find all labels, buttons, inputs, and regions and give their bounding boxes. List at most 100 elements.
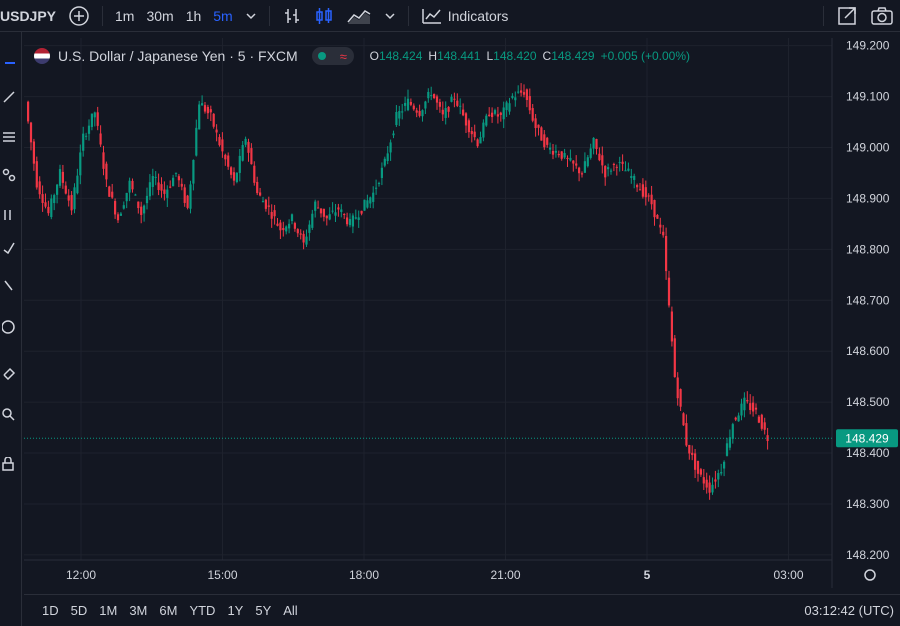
candle-body [331, 210, 334, 212]
candle-body [638, 189, 642, 191]
fib-icon[interactable] [2, 130, 16, 144]
candle-body [221, 139, 224, 152]
candle-body [137, 201, 140, 209]
range-5y-button[interactable]: 5Y [255, 603, 272, 618]
candle-body [525, 89, 528, 101]
candle-body [288, 223, 291, 229]
chart-type-dropdown-button[interactable] [378, 0, 402, 32]
candle-body [441, 109, 444, 115]
lock-icon[interactable] [2, 457, 16, 471]
candle-body [270, 211, 273, 219]
candle-body [572, 160, 575, 164]
candle-body [546, 137, 549, 145]
interval-30m-button[interactable]: 30m [146, 7, 174, 24]
candle-body [192, 159, 195, 184]
candle-body [644, 187, 647, 198]
candle-body [195, 127, 198, 156]
candle-body [35, 161, 38, 188]
fullscreen-open-button[interactable] [830, 0, 864, 32]
interval-dropdown-button[interactable] [239, 0, 263, 32]
candle-body [108, 186, 111, 197]
pattern-icon[interactable] [2, 208, 16, 222]
bar-style-button[interactable] [276, 0, 308, 32]
candle-body [528, 96, 531, 111]
bottom-toolbar: 1D 5D 1M 3M 6M YTD 1Y 5Y All 03:12:42 (U… [24, 594, 900, 626]
camera-icon [871, 6, 893, 25]
range-1y-button[interactable]: 1Y [227, 603, 244, 618]
trendline-icon[interactable] [2, 90, 16, 104]
candle-body [346, 217, 349, 225]
candle-body [134, 194, 137, 196]
chart-legend: U.S. Dollar / Japanese Yen · 5 · FXCM ≈ … [34, 47, 690, 65]
candle-body [624, 170, 627, 172]
x-tick-label: 5 [644, 568, 651, 582]
interval-5m-button[interactable]: 5m [213, 7, 233, 24]
open-value: 148.424 [379, 49, 423, 63]
prediction-icon[interactable] [2, 240, 16, 254]
range-3m-button[interactable]: 3M [129, 603, 148, 618]
close-value: 148.429 [551, 49, 595, 63]
range-5d-button[interactable]: 5D [70, 603, 88, 618]
y-tick-label: 148.500 [846, 395, 890, 409]
candle-body [169, 186, 172, 188]
high-value: 148.441 [437, 49, 481, 63]
candle-body [143, 205, 146, 214]
range-1m-button[interactable]: 1M [99, 603, 118, 618]
candle-body [433, 94, 436, 99]
candle-body [215, 129, 218, 133]
candle-body [694, 453, 697, 470]
candle-body [256, 181, 259, 194]
close-key: C [542, 49, 552, 63]
emoji-icon[interactable] [2, 319, 18, 335]
y-tick-label: 148.800 [846, 242, 890, 256]
candles-style-button[interactable] [308, 0, 340, 32]
candle-body [273, 210, 276, 217]
interval-1m-button[interactable]: 1m [115, 7, 135, 24]
candle-body [511, 95, 514, 98]
range-ytd-button[interactable]: YTD [189, 603, 216, 618]
ohlc-values: O148.424 H148.441 L148.420 C148.429 +0.0… [370, 49, 690, 63]
low-key: L [486, 49, 494, 63]
candle-body [670, 311, 673, 342]
market-status-pill[interactable]: ≈ [311, 47, 354, 65]
candle-body [172, 177, 175, 187]
range-all-button[interactable]: All [283, 603, 298, 618]
candle-body [230, 167, 233, 175]
candle-body [102, 152, 105, 169]
symbol-search-button[interactable]: USDJPY [0, 7, 57, 24]
range-1d-button[interactable]: 1D [42, 603, 59, 618]
ruler-icon[interactable] [2, 366, 16, 380]
candle-body [766, 435, 769, 442]
chart-pane[interactable]: 149.200 149.100 149.000 148.900 148.800 148.7… [24, 38, 900, 588]
candle-body [502, 107, 505, 120]
utc-clock[interactable]: 03:12:42 (UTC) [804, 603, 894, 618]
zoom-icon[interactable] [2, 408, 16, 422]
candle-body [206, 106, 209, 114]
candle-body [395, 112, 398, 126]
candle-body [549, 147, 552, 150]
candle-body [763, 422, 766, 430]
candle-body [641, 184, 644, 197]
legend-title[interactable]: U.S. Dollar / Japanese Yen · 5 · FXCM [58, 48, 298, 64]
indicators-button[interactable]: Indicators [415, 0, 515, 32]
interval-1h-button[interactable]: 1h [185, 7, 202, 24]
candle-body [328, 214, 331, 220]
candle-body [114, 201, 117, 215]
y-tick-label: 148.700 [846, 293, 890, 307]
candle-body [224, 154, 227, 160]
text-icon[interactable] [2, 278, 16, 292]
candle-body [267, 205, 270, 207]
area-style-button[interactable] [340, 0, 378, 32]
candlestick-chart[interactable]: 149.200 149.100 149.000 148.900 148.800 148.7… [24, 38, 900, 588]
snapshot-button[interactable] [864, 0, 900, 32]
candle-body [264, 199, 267, 209]
crosshair-icon[interactable] [5, 62, 15, 64]
candle-body [621, 161, 624, 164]
y-tick-label: 148.400 [846, 446, 890, 460]
brush-icon[interactable] [2, 168, 16, 182]
compare-add-button[interactable] [62, 0, 96, 32]
y-tick-label: 148.300 [846, 497, 890, 511]
candle-body [241, 145, 244, 161]
candle-body [673, 338, 676, 378]
range-6m-button[interactable]: 6M [159, 603, 178, 618]
